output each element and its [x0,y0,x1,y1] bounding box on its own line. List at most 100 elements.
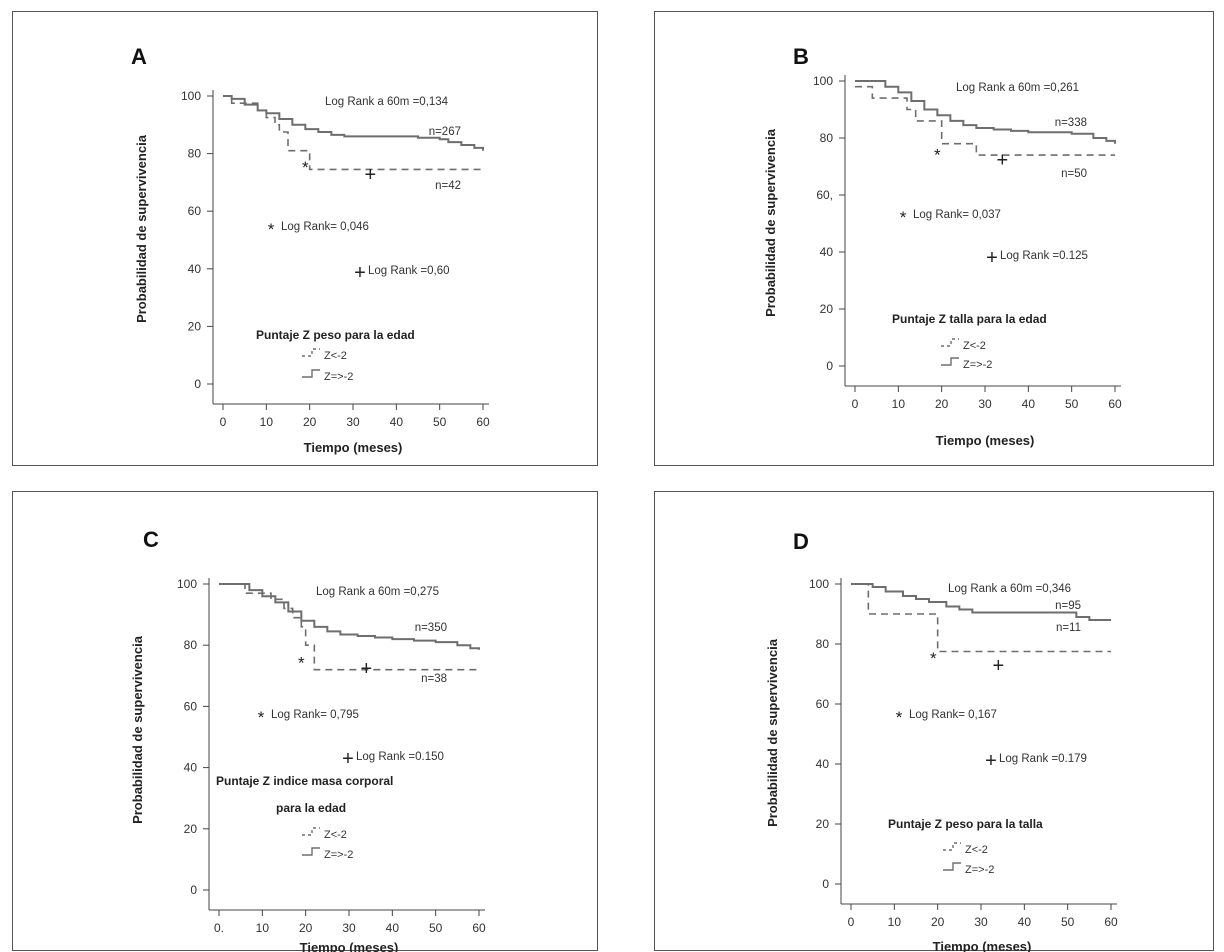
cross-marker: + [360,658,372,680]
y-tick-label: 60 [188,204,202,218]
y-tick-label: 80 [188,147,202,161]
x-tick-label: 30 [342,921,356,935]
y-tick-label: 20 [188,319,202,333]
legend-item-label: Z<-2 [965,844,988,856]
y-tick-label: 100 [177,577,197,591]
x-tick-label: 60 [472,921,486,935]
star-marker: * [930,649,937,668]
y-tick-label: 40 [184,761,198,775]
y-tick-label: 80 [820,131,834,145]
legend-swatch [941,338,959,347]
y-tick-label: 100 [809,577,829,591]
chart-a-svg: A 0 20 40 60 80 100 0 10 20 30 40 50 60 Probabilidad d… [131,44,490,455]
panel-c-letter: C [143,527,159,552]
cross-legend-icon: + [342,748,354,770]
cross-marker: + [996,149,1008,171]
x-tick-label: 20 [931,915,945,929]
series-line-z-lt-neg2 [851,583,1111,653]
x-tick-label: 40 [1018,915,1032,929]
legend-title: Puntaje Z peso para la talla [888,817,1043,831]
log-rank-cross-label: Log Rank =0.150 [356,751,444,763]
series-line-z-lt-neg2 [855,85,1115,156]
x-tick-label: 10 [892,397,906,411]
x-tick-label: 50 [1065,397,1079,411]
x-tick-label: 40 [386,921,400,935]
log-rank-star-label: Log Rank= 0,037 [913,209,1001,221]
series-line-z-ge-neg2 [851,583,1111,621]
y-tick-label: 40 [188,262,202,276]
n-dashed-label: n=38 [421,673,447,685]
n-solid-label: n=267 [429,126,461,138]
y-tick-label: 20 [184,822,198,836]
x-tick-label: 0. [214,921,224,935]
star-marker: * [302,158,309,177]
x-axis-label: Tiempo (meses) [933,939,1032,952]
log-rank-star-label: Log Rank= 0,046 [281,221,369,233]
y-tick-label: 60, [816,188,833,202]
chart-c-svg: C 0 20 40 60 80 100 0. 10 20 30 40 50 60 Probabilidad … [130,527,486,952]
y-axis-label: Probabilidad de supervivencia [765,638,780,827]
legend-item-label: Z=>-2 [324,371,353,383]
y-tick-label: 60 [816,697,830,711]
x-tick-label: 0 [848,915,855,929]
x-tick-label: 60 [1108,397,1122,411]
x-tick-label: 30 [978,397,992,411]
log-rank-cross-label: Log Rank =0.125 [1000,250,1088,262]
x-axis-label: Tiempo (meses) [304,440,403,455]
star-legend-icon: * [268,220,275,239]
n-solid-label: n=338 [1055,117,1087,129]
x-tick-label: 40 [390,415,404,429]
star-legend-icon: * [900,208,907,227]
legend-swatch [943,862,961,871]
x-tick-label: 0 [220,415,227,429]
legend-item-label: Z=>-2 [324,849,353,861]
legend-title: Puntaje Z indice masa corporal [216,774,393,788]
cross-legend-icon: + [986,247,998,269]
x-axis-label: Tiempo (meses) [300,940,399,952]
y-tick-label: 80 [184,638,198,652]
y-tick-label: 0 [194,377,201,391]
legend-swatch [302,827,320,836]
legend-item-label: Z<-2 [324,350,347,362]
x-tick-label: 40 [1022,397,1036,411]
x-tick-label: 10 [256,921,270,935]
legend-title: Puntaje Z peso para la edad [256,328,415,342]
y-tick-label: 40 [820,245,834,259]
x-tick-label: 10 [888,915,902,929]
y-axis-label: Probabilidad de supervivencia [763,128,778,317]
y-tick-label: 0 [190,883,197,897]
cross-legend-icon: + [985,750,997,772]
cross-marker: + [992,655,1004,677]
legend-swatch [302,348,320,357]
y-tick-label: 40 [816,757,830,771]
chart-panel-a: A 0 20 40 60 80 100 0 10 20 30 40 50 60 Probabilidad d… [12,11,598,466]
log-rank-60m-label: Log Rank a 60m =0,261 [956,82,1079,94]
star-legend-icon: * [258,708,265,727]
legend-item-label: Z=>-2 [965,864,994,876]
n-solid-label: n=350 [415,622,447,634]
n-dashed-label: n=42 [435,180,461,192]
x-tick-label: 20 [935,397,949,411]
log-rank-cross-label: Log Rank =0,60 [368,265,450,277]
log-rank-60m-label: Log Rank a 60m =0,275 [316,586,439,598]
log-rank-60m-label: Log Rank a 60m =0,134 [325,96,449,108]
x-tick-label: 20 [299,921,313,935]
x-tick-label: 50 [429,921,443,935]
n-solid-label: n=95 [1055,600,1081,612]
chart-b-svg: B 0 20 40 60, 80 100 0 10 20 30 40 50 60 Probabilidad … [763,44,1122,448]
y-tick-label: 0 [826,359,833,373]
y-tick-label: 0 [822,877,829,891]
series-line-z-lt-neg2 [219,583,479,671]
chart-panel-b: B 0 20 40 60, 80 100 0 10 20 30 40 50 60 Probabilidad … [654,11,1214,466]
x-tick-label: 60 [1104,915,1118,929]
n-dashed-label: n=11 [1056,622,1081,634]
legend-title: para la edad [276,801,346,815]
y-axis-label: Probabilidad de supervivencia [130,635,145,824]
series-line-z-ge-neg2 [855,80,1116,144]
chart-panel-c: C 0 20 40 60 80 100 0. 10 20 30 40 50 60 Probabilidad … [12,491,598,952]
chart-d-svg: D 0 20 40 60 80 100 0 10 20 30 40 50 60 Probabilidad d… [765,529,1118,952]
y-tick-label: 20 [816,817,830,831]
log-rank-star-label: Log Rank= 0,167 [909,709,997,721]
y-axis-label: Probabilidad de supervivencia [134,134,149,323]
legend-item-label: Z<-2 [963,340,986,352]
